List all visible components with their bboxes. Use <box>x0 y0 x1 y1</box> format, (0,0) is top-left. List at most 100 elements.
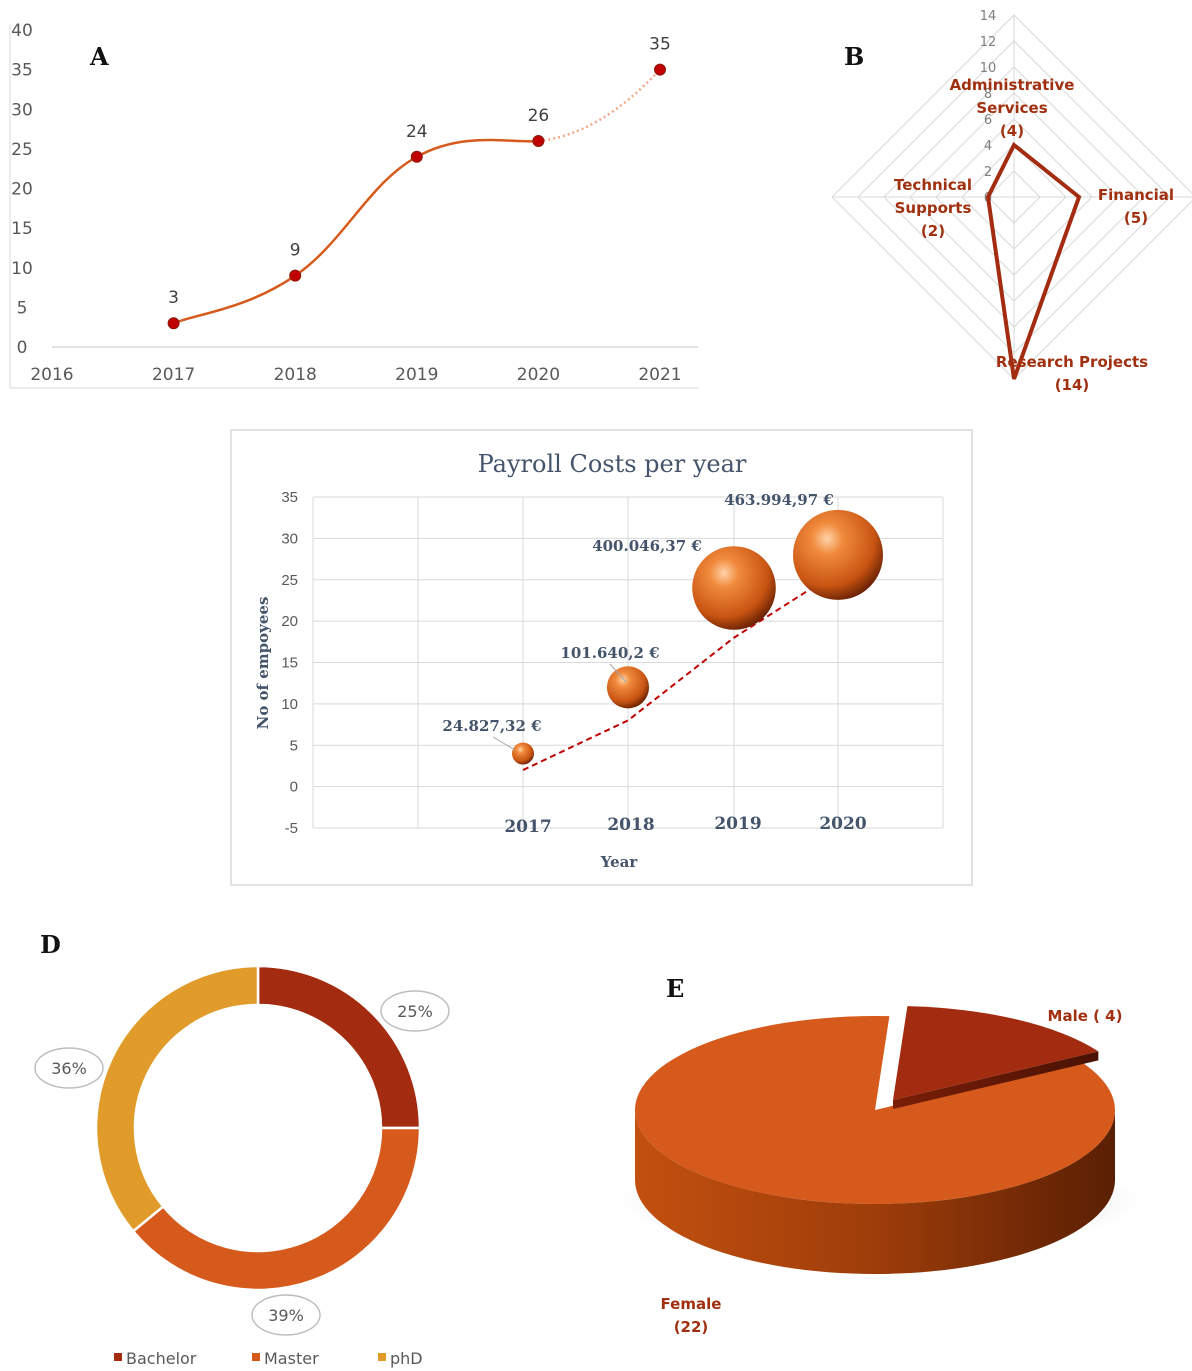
chart-a-data-label: 26 <box>528 106 550 126</box>
chart-c-frame <box>230 429 973 886</box>
chart-c-xlabel: Year <box>600 853 639 871</box>
panel-letter-a: A <box>90 42 109 71</box>
chart-d-doughnut: 25% 39% 36% Bachelor Master phD <box>34 964 450 1368</box>
chart-b-category-label: Research Projects <box>996 353 1148 371</box>
chart-c-bubble <box>692 546 776 630</box>
chart-c-leader-line <box>609 663 627 683</box>
chart-d-legend-swatch <box>114 1353 122 1361</box>
chart-a-series-line <box>173 138 539 325</box>
chart-c-ytick: 5 <box>290 737 298 754</box>
chart-c-ytick: 15 <box>281 655 298 672</box>
chart-c-ytick: 30 <box>281 530 298 547</box>
chart-a-point <box>410 150 423 163</box>
chart-b-rtick: 6 <box>984 113 992 128</box>
chart-e-label: Male ( 4) <box>1048 1007 1123 1025</box>
chart-a-xtick: 2017 <box>152 365 195 385</box>
chart-c-bubble-label: 101.640,2 € <box>560 644 659 662</box>
chart-a-xtick: 2020 <box>517 365 560 385</box>
chart-a-ytick: 15 <box>11 219 33 239</box>
chart-b-category-label: (4) <box>1000 122 1024 140</box>
chart-c-bubble <box>793 509 883 600</box>
chart-d-label-bubble <box>251 1294 321 1336</box>
chart-d-slice <box>131 1126 422 1292</box>
chart-a-data-label: 24 <box>406 122 428 142</box>
chart-d-legend-swatch <box>252 1353 260 1361</box>
chart-c-bubble-label: 24.827,32 € <box>442 717 541 735</box>
chart-d-legend-label: phD <box>390 1349 423 1368</box>
chart-c-xtick: 2017 <box>504 817 551 837</box>
chart-d-slice <box>94 964 260 1234</box>
chart-d-data-label: 25% <box>397 1002 433 1021</box>
chart-a-ytick: 35 <box>11 61 33 81</box>
chart-c-xtick: 2019 <box>714 814 761 834</box>
chart-a-line: 0 5 10 15 20 25 30 35 40 2016 2017 2018 2019 2020 202… <box>9 21 698 389</box>
chart-c-xtick: 2018 <box>607 815 654 835</box>
chart-a-data-label: 9 <box>290 241 301 261</box>
chart-e-label: (22) <box>674 1318 709 1336</box>
chart-a-ytick: 30 <box>11 100 33 120</box>
chart-a-xtick: 2018 <box>274 365 317 385</box>
chart-a-point <box>532 134 545 147</box>
panel-letter-d: D <box>40 930 61 959</box>
chart-d-legend-swatch <box>378 1353 386 1361</box>
chart-a-ytick: 5 <box>17 298 28 318</box>
panel-letter-b: B <box>844 42 865 71</box>
chart-b-rtick: 10 <box>980 61 997 76</box>
chart-a-ytick: 0 <box>17 338 28 358</box>
chart-a-ytick: 40 <box>11 21 33 41</box>
chart-d-label-bubble <box>34 1047 104 1089</box>
chart-a-ytick: 10 <box>11 259 33 279</box>
chart-c-leader-line <box>492 736 516 751</box>
chart-a-data-label: 35 <box>649 35 671 55</box>
chart-e-label: Female <box>661 1295 722 1313</box>
chart-e-female-top <box>635 1015 1115 1204</box>
chart-b-series-polygon <box>985 141 1082 380</box>
chart-c-bubble: Payroll Costs per year -505101520253035 … <box>230 429 973 886</box>
chart-c-trendline <box>522 570 839 771</box>
chart-a-xtick: 2019 <box>395 365 438 385</box>
chart-d-legend-label: Bachelor <box>126 1349 197 1368</box>
chart-c-bubble-label: 400.046,37 € <box>592 537 702 555</box>
chart-c-ytick: 0 <box>290 779 298 796</box>
chart-a-xtick: 2021 <box>638 365 681 385</box>
chart-b-category-label: Technical <box>894 176 972 194</box>
chart-b-category-label: (14) <box>1055 376 1090 394</box>
chart-b-rtick: 14 <box>980 9 997 24</box>
chart-c-bubble <box>606 666 650 709</box>
chart-e-male-top <box>893 1006 1099 1100</box>
chart-a-data-label: 3 <box>168 288 179 308</box>
chart-b-category-label: (5) <box>1124 209 1148 227</box>
chart-a-ytick: 25 <box>11 140 33 160</box>
chart-a-xtick: 2016 <box>30 365 73 385</box>
chart-c-title: Payroll Costs per year <box>478 450 747 478</box>
chart-b-category-label: Supports <box>895 199 972 217</box>
chart-b-rtick: 12 <box>980 35 997 50</box>
chart-d-data-label: 36% <box>51 1059 87 1078</box>
chart-c-ylabel: No of empoyees <box>254 597 272 730</box>
chart-a-ytick: 20 <box>11 180 33 200</box>
chart-b-rtick: 8 <box>984 87 992 102</box>
chart-a-point <box>289 269 302 282</box>
chart-e-male-side <box>893 1051 1099 1109</box>
chart-e-female-side <box>635 1110 1115 1274</box>
chart-b-category-label: Financial <box>1098 186 1174 204</box>
chart-c-bubble-label: 463.994,97 € <box>724 491 834 509</box>
chart-a-point <box>654 63 666 76</box>
chart-c-ytick: -5 <box>285 820 298 837</box>
chart-b-category-label: Administrative <box>950 76 1075 94</box>
panel-letter-e: E <box>666 974 685 1003</box>
chart-c-bubble <box>512 742 534 765</box>
chart-d-data-label: 39% <box>268 1306 304 1325</box>
chart-c-ytick: 10 <box>281 696 298 713</box>
chart-b-category-label: Services <box>976 99 1047 117</box>
chart-c-ytick: 25 <box>281 572 298 589</box>
chart-b-rtick: 4 <box>984 139 992 154</box>
chart-b-rtick: 2 <box>984 165 992 180</box>
chart-a-point <box>167 317 180 330</box>
chart-c-ytick: 20 <box>281 613 298 630</box>
chart-d-label-bubble <box>380 990 450 1032</box>
chart-c-ytick: 35 <box>281 489 298 506</box>
chart-b-category-label: (2) <box>921 222 945 240</box>
